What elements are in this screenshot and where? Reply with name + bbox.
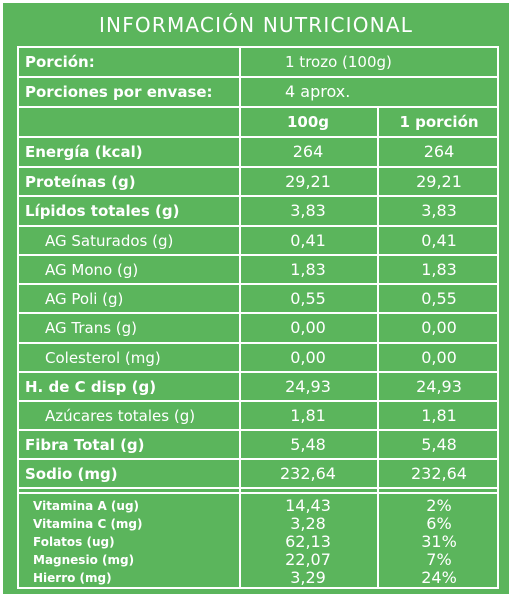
micronutrient-value-100g: 22,07	[285, 550, 331, 569]
nutrient-value-portion: 0,00	[421, 348, 457, 367]
nutrient-value-portion: 264	[423, 142, 455, 161]
micronutrient-value-100g: 3,28	[290, 514, 326, 533]
micronutrient-label: Hierro (mg)	[33, 571, 112, 585]
nutrient-value-portion: 0,00	[421, 318, 457, 337]
grid-line	[17, 312, 499, 314]
nutrient-label: Lípidos totales (g)	[25, 202, 180, 220]
nutrient-value-portion: 0,41	[421, 231, 457, 250]
nutrient-value-portion: 232,64	[411, 464, 467, 483]
micronutrient-label: Vitamina C (mg)	[33, 517, 143, 531]
micronutrient-labels: Vitamina A (ug) Vitamina C (mg) Folatos …	[33, 497, 143, 587]
micronutrient-label: Folatos (ug)	[33, 535, 115, 549]
nutrient-value-100g: 1,83	[290, 260, 326, 279]
nutrient-label: H. de C disp (g)	[25, 378, 157, 396]
grid-line	[17, 283, 499, 285]
nutrient-value-portion: 24,93	[416, 377, 462, 396]
micronutrient-value-portion: 6%	[426, 514, 452, 533]
nutrient-value-100g: 264	[292, 142, 324, 161]
nutrient-value-portion: 0,55	[421, 289, 457, 308]
nutrient-value-100g: 232,64	[280, 464, 336, 483]
micronutrient-values-portion: 2% 6% 31% 7% 24%	[379, 497, 499, 587]
grid-line	[17, 136, 499, 138]
nutrient-value-100g: 0,41	[290, 231, 326, 250]
nutrient-value-portion: 1,83	[421, 260, 457, 279]
nutrient-label: Sodio (mg)	[25, 465, 118, 483]
per-container-value: 4 aprox.	[285, 82, 351, 101]
portion-label: Porción:	[25, 53, 95, 71]
nutrient-value-portion: 3,83	[421, 201, 457, 220]
grid-line	[17, 254, 499, 256]
nutrient-label: Energía (kcal)	[25, 143, 143, 161]
grid-line	[17, 166, 499, 168]
portion-value: 1 trozo (100g)	[285, 53, 392, 71]
nutrient-value-100g: 3,83	[290, 201, 326, 220]
grid-line	[497, 46, 499, 589]
grid-line	[17, 371, 499, 373]
nutrient-label: AG Trans (g)	[45, 319, 138, 337]
micronutrient-values-100g: 14,43 3,28 62,13 22,07 3,29	[239, 497, 377, 587]
nutrient-value-portion: 5,48	[421, 435, 457, 454]
nutrient-label: Azúcares totales (g)	[45, 407, 196, 425]
nutrient-label: AG Saturados (g)	[45, 232, 174, 250]
grid-line	[17, 225, 499, 227]
grid-line	[239, 46, 241, 589]
micronutrient-value-portion: 7%	[426, 550, 452, 569]
grid-line	[17, 106, 499, 108]
grid-line	[17, 587, 499, 589]
grid-line	[377, 106, 379, 589]
nutrient-label: AG Poli (g)	[45, 290, 124, 308]
micronutrient-value-100g: 62,13	[285, 532, 331, 551]
micronutrient-value-portion: 24%	[421, 568, 457, 587]
nutrient-value-100g: 29,21	[285, 172, 331, 191]
micronutrient-value-portion: 31%	[421, 532, 457, 551]
micronutrient-value-100g: 3,29	[290, 568, 326, 587]
per-container-label: Porciones por envase:	[25, 83, 213, 101]
column-header-portion: 1 porción	[399, 113, 479, 131]
micronutrient-value-portion: 2%	[426, 496, 452, 515]
nutrient-value-100g: 0,00	[290, 318, 326, 337]
nutrient-value-100g: 24,93	[285, 377, 331, 396]
nutrient-value-portion: 1,81	[421, 406, 457, 425]
nutrient-label: Proteínas (g)	[25, 173, 136, 191]
nutrient-value-100g: 0,55	[290, 289, 326, 308]
grid-line	[17, 429, 499, 431]
grid-line	[17, 76, 499, 78]
nutrient-value-100g: 5,48	[290, 435, 326, 454]
nutrient-label: Colesterol (mg)	[45, 349, 161, 367]
grid-line	[17, 492, 499, 494]
panel-title: INFORMACIÓN NUTRICIONAL	[98, 13, 414, 37]
grid-line	[17, 400, 499, 402]
micronutrient-label: Magnesio (mg)	[33, 553, 135, 567]
nutrient-value-100g: 1,81	[290, 406, 326, 425]
micronutrient-value-100g: 14,43	[285, 496, 331, 515]
grid-line	[17, 487, 499, 489]
grid-line	[17, 458, 499, 460]
nutrient-label: AG Mono (g)	[45, 261, 139, 279]
micronutrient-label: Vitamina A (ug)	[33, 499, 140, 513]
nutrient-value-portion: 29,21	[416, 172, 462, 191]
nutrient-label: Fibra Total (g)	[25, 436, 145, 454]
grid-line	[17, 342, 499, 344]
column-header-100g: 100g	[286, 113, 330, 131]
grid-line	[17, 46, 19, 589]
grid-line	[17, 46, 499, 48]
grid-line	[17, 195, 499, 197]
nutrient-value-100g: 0,00	[290, 348, 326, 367]
